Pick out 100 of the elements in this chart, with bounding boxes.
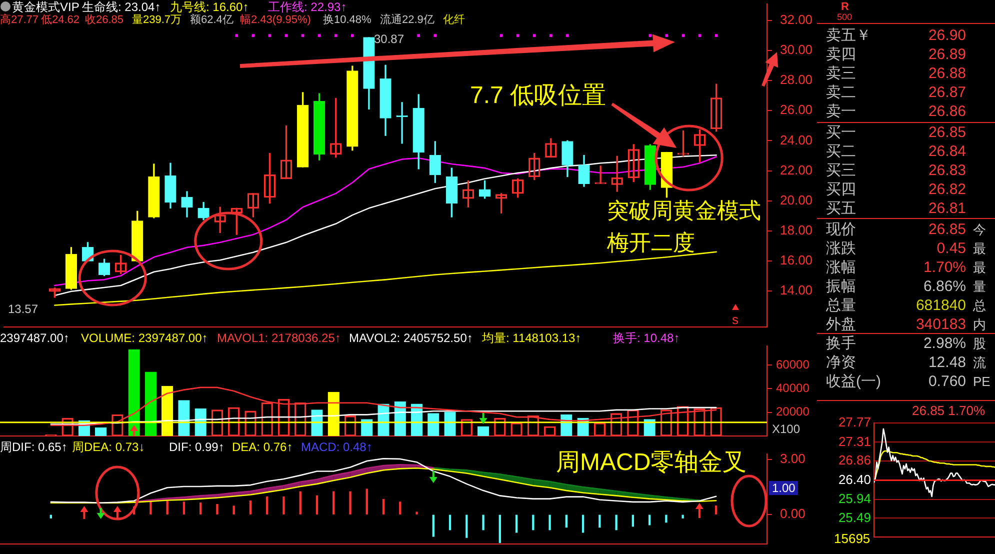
text: 均量: 1148103.13↑: [482, 331, 582, 345]
text: 买四 26.82: [826, 180, 966, 198]
bar: [615, 514, 618, 530]
annotation: 黄金模式VIP: [12, 0, 80, 14]
y-tick-label: 40000: [776, 380, 810, 395]
annotation: 周DIF: 0.65↑: [0, 440, 68, 454]
text: 买一 26.85: [826, 124, 966, 140]
bar: [332, 491, 335, 514]
text: 总: [973, 298, 986, 312]
annotation: 周DEA: 0.73↓: [72, 440, 145, 454]
text: 外盘 340183: [826, 316, 966, 332]
bar: [150, 502, 152, 514]
text: 26.85 1.70%: [912, 402, 986, 418]
annotation: 低24.62: [41, 14, 80, 26]
text: 换手: 10.48↑: [613, 331, 680, 345]
text: 卖五￥ 26.90: [826, 26, 966, 44]
text: 卖四 26.89: [826, 46, 966, 62]
text: 2397487.00↑: [0, 331, 70, 345]
bar: [448, 514, 452, 530]
bar: [665, 514, 668, 523]
bar: [565, 514, 568, 528]
bar: [382, 499, 385, 514]
text: 1.00: [769, 481, 798, 495]
annotation: 梅开二度: [607, 230, 695, 255]
bar: [532, 514, 534, 530]
text: VOLUME: 2397487.00↑: [81, 331, 208, 345]
text: 卖二 26.87: [826, 84, 966, 100]
bar: [428, 413, 440, 436]
text: 今: [973, 222, 986, 236]
y-tick-label: 20.00: [780, 192, 813, 208]
bar: [399, 502, 402, 514]
annotation: DEA: 0.76↑: [232, 440, 293, 454]
bar: [144, 372, 157, 436]
text: 涨跌 0.45: [826, 240, 966, 256]
text: 涨幅 1.70%: [826, 258, 966, 276]
y-tick-label: 30.00: [780, 42, 813, 58]
text: 买三 26.83: [826, 162, 966, 178]
text: 振幅 6.86%: [826, 278, 966, 294]
bar: [200, 502, 202, 514]
y-tick-label: 25.49: [838, 510, 871, 525]
bar: [466, 514, 468, 538]
bar: [515, 514, 518, 533]
text: 高27.77: [0, 14, 39, 26]
y-tick-label: 24.00: [780, 132, 813, 148]
bar: [249, 500, 252, 514]
text: 最: [973, 260, 986, 274]
bar: [316, 495, 318, 514]
bar: [178, 400, 190, 436]
text: 最: [973, 240, 986, 256]
annotation: DIF: 0.99↑: [169, 440, 224, 454]
bar: [182, 502, 186, 514]
text: MAVOL2: 2405752.50↑: [349, 331, 473, 345]
y-tick-label: 28.00: [780, 72, 813, 88]
text: 13.57: [8, 302, 38, 316]
annotation: 化纤: [443, 14, 465, 26]
annotation: 量239.7万: [132, 14, 182, 26]
y-tick-label: 18.00: [780, 222, 813, 238]
y-tick-label: 20000: [776, 404, 810, 419]
annotation: 额62.4亿: [190, 14, 234, 26]
text: 总量 681840: [826, 296, 966, 314]
annotation: 九号线: 16.60↑: [170, 0, 249, 14]
bar: [498, 514, 501, 544]
bar: [232, 506, 235, 514]
bar: [166, 500, 168, 514]
y-tick-label: 27.77: [838, 414, 871, 430]
text: R: [841, 0, 849, 14]
text: 流: [973, 354, 986, 370]
text: 500: [837, 12, 852, 22]
text: 现价 26.85: [826, 220, 966, 238]
annotation: 工作线: 22.93↑: [268, 0, 347, 14]
text: MAVOL1: 2178036.25↑: [217, 331, 341, 345]
text: 买二 26.84: [826, 142, 966, 160]
bar: [349, 491, 352, 514]
text: 换手 2.98%: [826, 334, 966, 352]
text: 内: [973, 316, 986, 332]
bar: [598, 514, 601, 528]
bar: [582, 514, 584, 533]
annotation: 7.7 低吸位置: [470, 82, 606, 109]
bar: [432, 514, 434, 537]
text: 量: [973, 278, 986, 294]
bar: [366, 488, 368, 514]
text: X100: [772, 422, 800, 436]
bar: [444, 412, 456, 436]
y-tick-label: 16.00: [780, 252, 813, 268]
text: 净资 12.48: [826, 354, 966, 370]
bar: [299, 491, 302, 514]
annotation: 换10.48%: [323, 14, 372, 26]
y-tick-label: 26.40: [838, 472, 871, 487]
text: s: [732, 312, 738, 326]
y-tick-label: 60000: [776, 357, 810, 372]
text: 卖一 26.86: [826, 102, 966, 120]
text: PE: [973, 374, 990, 388]
annotation: MACD: 0.48↑: [301, 440, 372, 454]
bar: [714, 505, 718, 514]
y-tick-label: 26.86: [838, 452, 871, 468]
text: 股: [973, 336, 986, 350]
bar: [216, 504, 218, 514]
y-tick-label: 0.00: [780, 506, 806, 522]
y-tick-label: 26.00: [780, 102, 813, 118]
bar: [548, 514, 551, 530]
